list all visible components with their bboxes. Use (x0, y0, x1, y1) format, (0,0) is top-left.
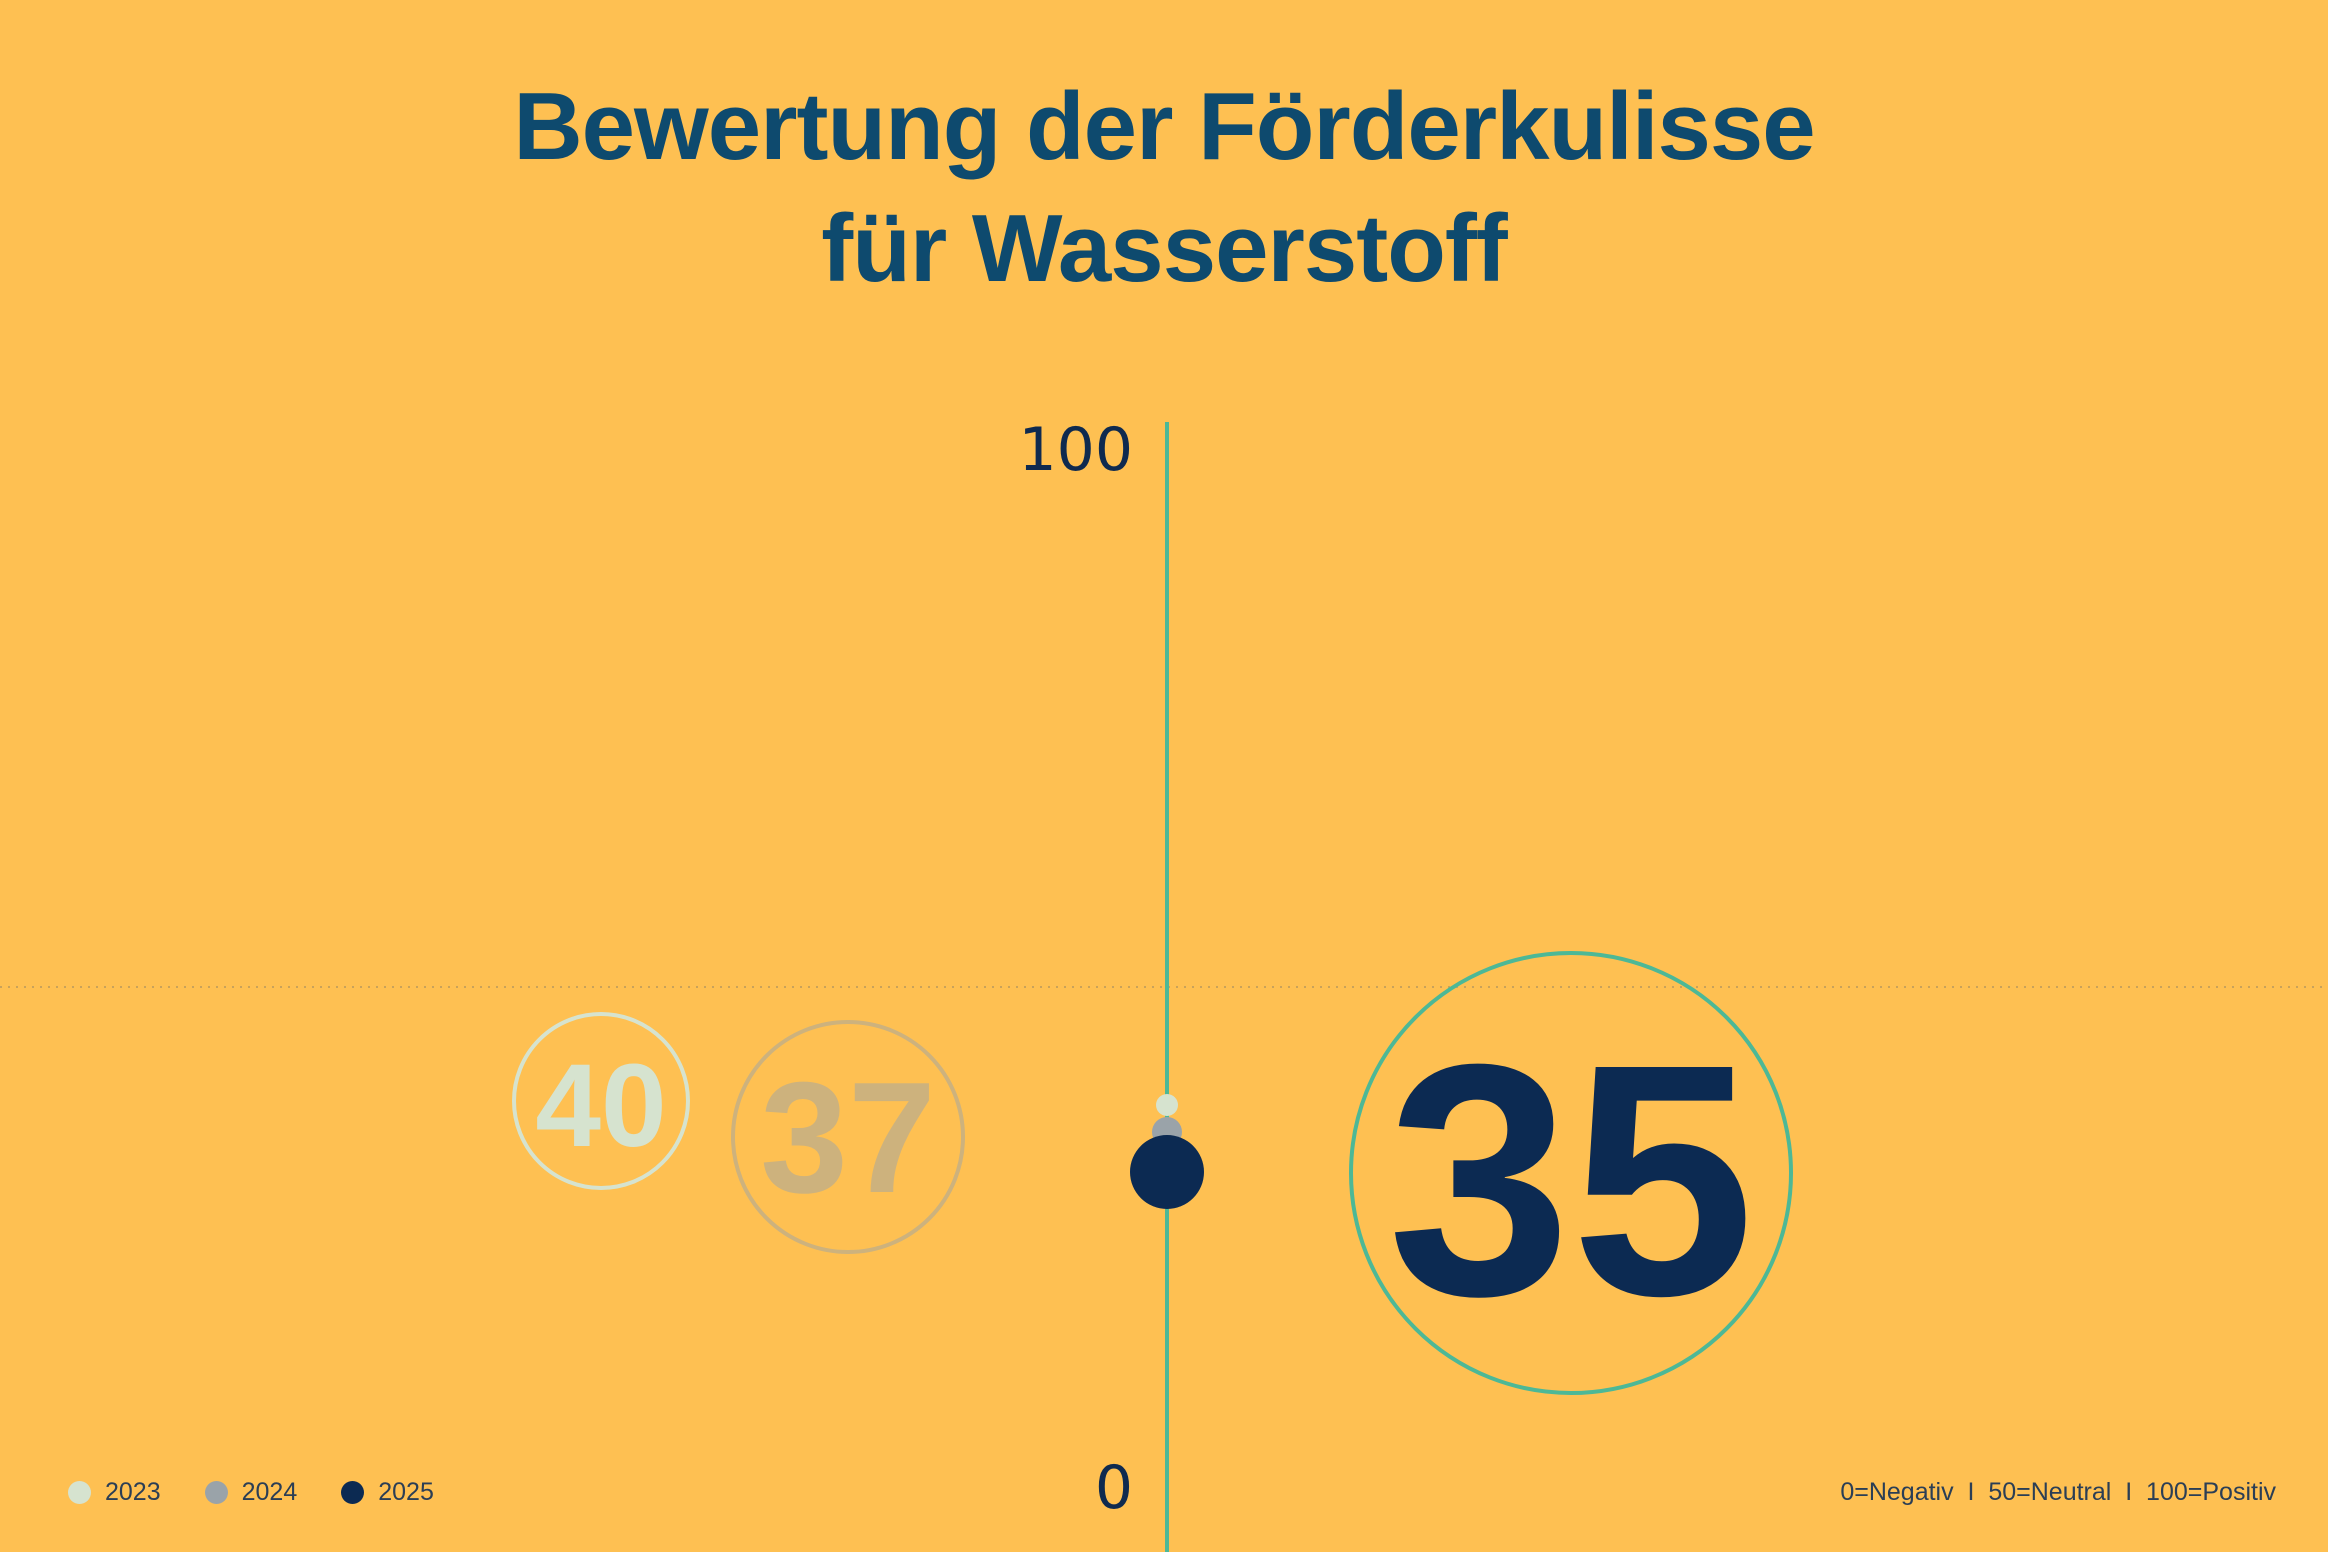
y-tick-label-0: 0 (1095, 1453, 1133, 1523)
legend: 2023 2024 2025 (68, 1478, 478, 1507)
legend-dot-2025 (341, 1481, 365, 1504)
bubble-2024 (731, 1020, 965, 1254)
bubble-label-2024: 37 (760, 1050, 936, 1226)
legend-dot-2024 (204, 1481, 228, 1504)
axis-marker-2025 (1130, 1135, 1204, 1209)
bubble-2025 (1349, 951, 1793, 1395)
legend-label-2025: 2025 (378, 1478, 434, 1506)
chart-title-line-2: für Wasserstoff (821, 195, 1508, 302)
bubble-label-2025: 35 (1387, 995, 1754, 1364)
scale-note: 0=Negativ I 50=Neutral I 100=Positiv (1840, 1478, 2276, 1506)
legend-item-2024: 2024 (204, 1478, 298, 1507)
legend-item-2025: 2025 (341, 1478, 434, 1507)
chart-title: Bewertung der Förderkulisse für Wasserst… (0, 66, 2328, 310)
legend-dot-2023 (68, 1481, 91, 1504)
y-tick-label-100: 100 (1018, 415, 1133, 485)
axis-marker-2023 (1156, 1094, 1178, 1116)
legend-label-2024: 2024 (241, 1478, 298, 1506)
legend-label-2023: 2023 (105, 1478, 161, 1506)
legend-item-2023: 2023 (68, 1478, 161, 1507)
chart-title-line-1: Bewertung der Förderkulisse (513, 73, 1815, 180)
bubble-label-2023: 40 (535, 1040, 666, 1172)
bubble-2023 (512, 1012, 690, 1190)
